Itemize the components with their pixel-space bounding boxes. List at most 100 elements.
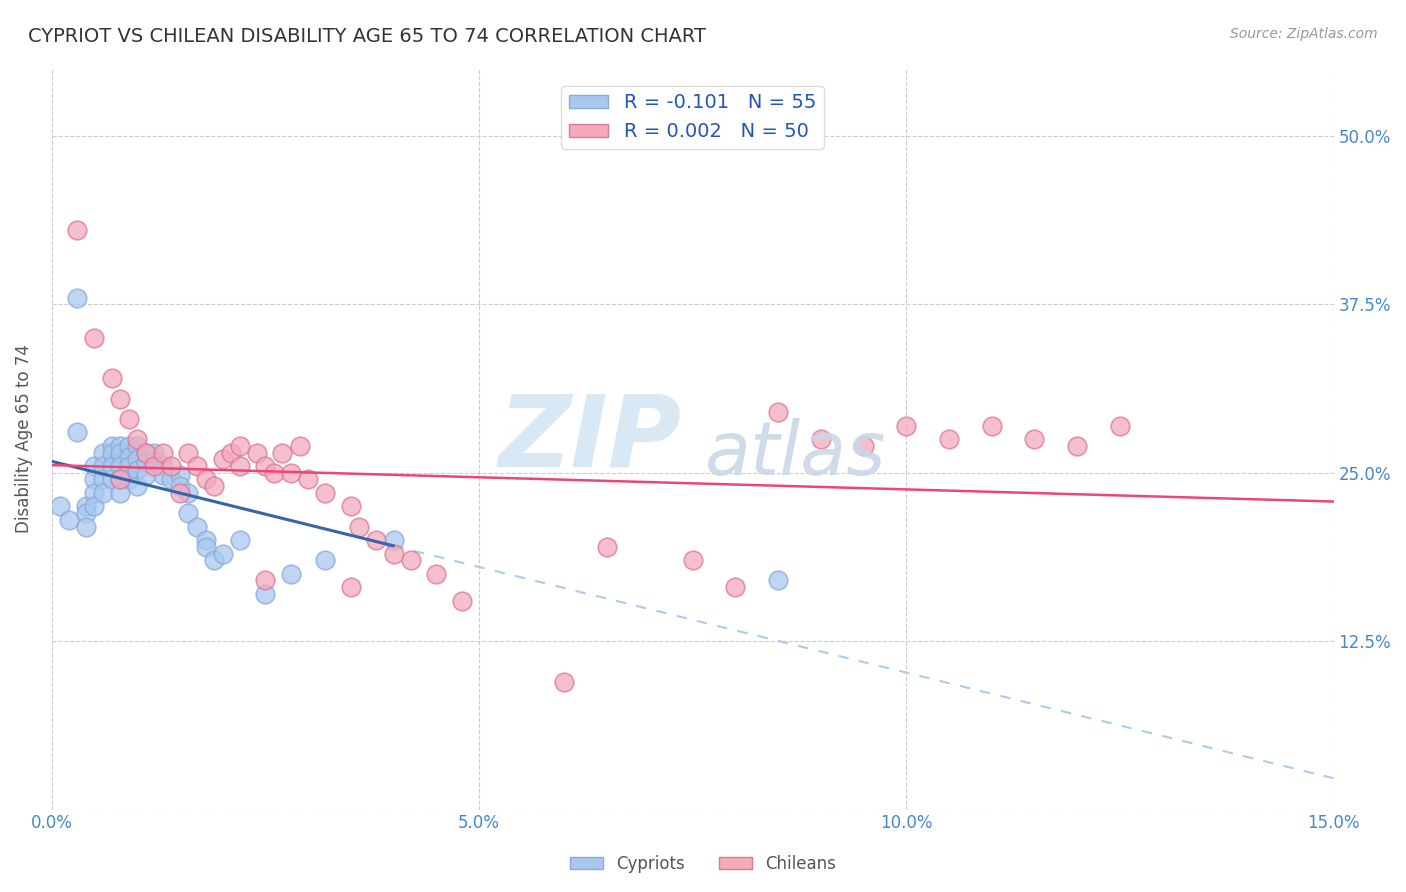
Point — [108, 472, 131, 486]
Point — [314, 486, 336, 500]
Point — [263, 466, 285, 480]
Point — [202, 553, 225, 567]
Point — [451, 593, 474, 607]
Point — [108, 439, 131, 453]
Point — [91, 458, 114, 473]
Point — [100, 458, 122, 473]
Point — [143, 455, 166, 469]
Point — [118, 439, 141, 453]
Point — [425, 566, 447, 581]
Point — [340, 500, 363, 514]
Point — [211, 547, 233, 561]
Point — [127, 432, 149, 446]
Point — [135, 445, 157, 459]
Point — [108, 458, 131, 473]
Point — [83, 500, 105, 514]
Point — [100, 472, 122, 486]
Point — [896, 418, 918, 433]
Point — [340, 580, 363, 594]
Point — [366, 533, 388, 547]
Point — [1024, 432, 1046, 446]
Point — [229, 439, 252, 453]
Text: Source: ZipAtlas.com: Source: ZipAtlas.com — [1230, 27, 1378, 41]
Point — [938, 432, 960, 446]
Point — [1109, 418, 1132, 433]
Point — [83, 458, 105, 473]
Point — [135, 445, 157, 459]
Point — [152, 445, 174, 459]
Point — [118, 458, 141, 473]
Point — [766, 574, 789, 588]
Point — [382, 533, 405, 547]
Point — [211, 452, 233, 467]
Point — [177, 445, 200, 459]
Point — [127, 463, 149, 477]
Point — [186, 519, 208, 533]
Point — [152, 458, 174, 473]
Point — [219, 445, 242, 459]
Point — [75, 500, 97, 514]
Point — [75, 506, 97, 520]
Point — [254, 458, 277, 473]
Point — [810, 432, 832, 446]
Point — [1066, 439, 1088, 453]
Point — [553, 674, 575, 689]
Point — [118, 472, 141, 486]
Point — [229, 458, 252, 473]
Point — [91, 445, 114, 459]
Point — [852, 439, 875, 453]
Point — [83, 472, 105, 486]
Point — [297, 472, 319, 486]
Point — [246, 445, 269, 459]
Point — [169, 468, 191, 483]
Point — [382, 547, 405, 561]
Point — [229, 533, 252, 547]
Point — [135, 455, 157, 469]
Point — [280, 466, 302, 480]
Point — [108, 486, 131, 500]
Point — [682, 553, 704, 567]
Y-axis label: Disability Age 65 to 74: Disability Age 65 to 74 — [15, 344, 32, 533]
Legend: Cypriots, Chileans: Cypriots, Chileans — [564, 848, 842, 880]
Point — [100, 439, 122, 453]
Point — [271, 445, 294, 459]
Point — [66, 425, 89, 440]
Point — [83, 331, 105, 345]
Point — [169, 479, 191, 493]
Point — [91, 486, 114, 500]
Point — [596, 540, 619, 554]
Point — [66, 291, 89, 305]
Point — [118, 450, 141, 464]
Point — [143, 458, 166, 473]
Point — [75, 519, 97, 533]
Point — [288, 439, 311, 453]
Point — [49, 500, 72, 514]
Point — [127, 452, 149, 467]
Point — [254, 574, 277, 588]
Point — [169, 486, 191, 500]
Point — [58, 513, 80, 527]
Point — [177, 486, 200, 500]
Legend: R = -0.101   N = 55, R = 0.002   N = 50: R = -0.101 N = 55, R = 0.002 N = 50 — [561, 86, 824, 149]
Point — [108, 392, 131, 406]
Point — [135, 468, 157, 483]
Point — [186, 458, 208, 473]
Point — [108, 472, 131, 486]
Point — [91, 472, 114, 486]
Point — [177, 506, 200, 520]
Point — [100, 445, 122, 459]
Point — [202, 479, 225, 493]
Point — [194, 533, 217, 547]
Text: atlas: atlas — [704, 417, 886, 490]
Point — [143, 445, 166, 459]
Point — [724, 580, 747, 594]
Point — [66, 223, 89, 237]
Point — [100, 371, 122, 385]
Point — [160, 458, 183, 473]
Point — [280, 566, 302, 581]
Point — [194, 540, 217, 554]
Point — [160, 472, 183, 486]
Point — [314, 553, 336, 567]
Point — [118, 412, 141, 426]
Point — [766, 405, 789, 419]
